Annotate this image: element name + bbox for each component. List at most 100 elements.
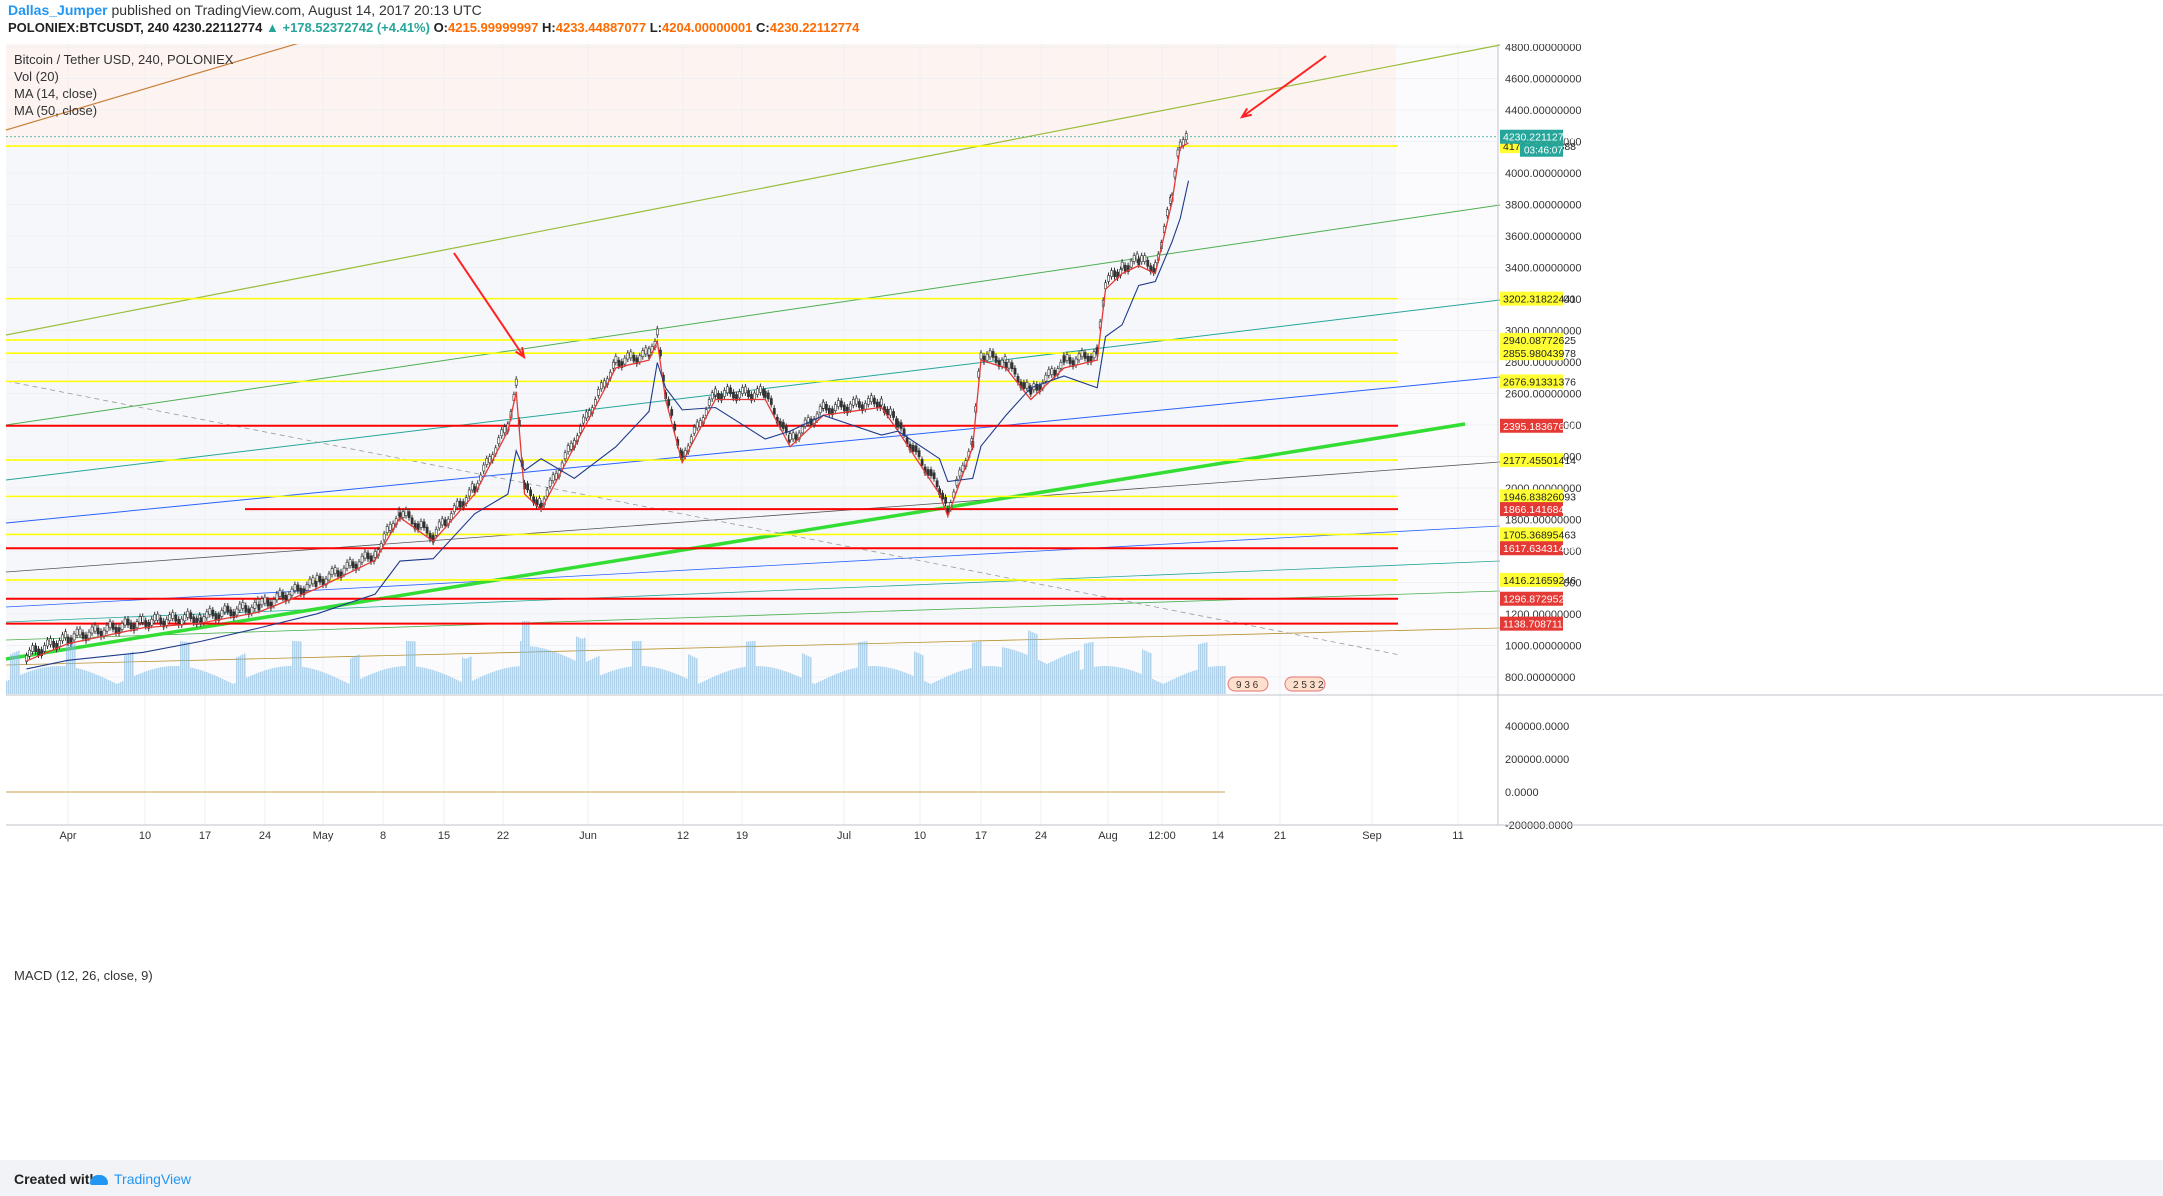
price-change: ▲ +178.52372742 (+4.41%) <box>266 20 430 35</box>
candle-body <box>514 378 518 386</box>
candle-body <box>717 393 720 400</box>
volume-bar <box>96 674 98 694</box>
trendline <box>5 560 1501 623</box>
volume-bar <box>66 641 68 694</box>
volume-bar <box>328 674 330 694</box>
candle-body <box>763 391 767 398</box>
candle-body <box>333 567 337 574</box>
candle-body <box>692 426 696 434</box>
level-label: 3202.31822441 <box>1503 294 1576 306</box>
volume-bar <box>1218 666 1220 694</box>
volume-bar <box>214 675 216 694</box>
candle-body <box>171 612 175 619</box>
candle-body <box>253 602 257 609</box>
price-chart[interactable]: 4800.00000000 4600.00000000 4400.00000000 4… <box>0 44 2163 1158</box>
candle-body <box>695 421 699 429</box>
candle-body <box>596 389 600 396</box>
volume-bar <box>956 672 958 694</box>
volume-bar <box>1210 666 1212 694</box>
volume-bar <box>484 675 486 694</box>
candle-body <box>584 411 588 419</box>
candle-body <box>318 575 322 583</box>
candle-body <box>620 361 624 368</box>
candle-body <box>293 584 297 591</box>
volume-bar <box>1098 666 1100 694</box>
volume-bar <box>394 667 396 694</box>
volume-bar <box>14 652 16 694</box>
volume-bar <box>482 675 484 694</box>
candle-body <box>982 355 986 363</box>
volume-bar <box>934 682 936 694</box>
macd-tick-label: 200000.0000 <box>1505 754 1569 766</box>
volume-bar <box>478 677 480 694</box>
candle-body <box>772 408 776 415</box>
volume-bar <box>472 680 474 694</box>
volume-bar <box>674 673 676 694</box>
volume-bar <box>988 666 990 694</box>
volume-bar <box>42 667 44 694</box>
trendline <box>5 525 1501 608</box>
arrow-head <box>515 346 526 360</box>
volume-bar <box>480 676 482 694</box>
candle-body <box>339 571 343 579</box>
volume-bar <box>640 641 642 694</box>
candle-body <box>929 469 933 476</box>
volume-bar <box>928 683 930 694</box>
volume-bar <box>670 671 672 694</box>
low-label: L: <box>649 20 663 35</box>
volume-bar <box>352 657 354 694</box>
legend-title: Bitcoin / Tether USD, 240, POLONIEX <box>14 52 234 67</box>
candle-body <box>920 459 924 466</box>
volume-bar <box>404 666 406 694</box>
volume-bar <box>1050 662 1052 694</box>
candle-body <box>434 529 438 536</box>
volume-bar <box>1150 653 1152 694</box>
volume-bar <box>1024 653 1026 694</box>
volume-bar <box>768 667 770 694</box>
volume-bar <box>810 657 812 694</box>
volume-bar <box>1088 642 1090 694</box>
event-marker <box>1284 676 1326 692</box>
volume-bar <box>20 674 22 694</box>
volume-bar <box>354 656 356 694</box>
volume-bar <box>126 654 128 694</box>
volume-bar <box>142 672 144 694</box>
volume-bar <box>888 667 890 694</box>
volume-bar <box>254 674 256 694</box>
volume-bar <box>202 670 204 694</box>
tradingview-brand[interactable]: TradingView <box>90 1171 191 1187</box>
volume-bar <box>206 672 208 694</box>
candle-body <box>958 469 962 477</box>
event-marker-label: 9 3 6 <box>1236 680 1259 691</box>
candle-body <box>117 627 121 634</box>
volume-bar <box>824 679 826 694</box>
volume-bar <box>1120 667 1122 694</box>
volume-bar <box>1086 643 1088 694</box>
volume-bar <box>622 667 624 694</box>
candle-body <box>214 613 218 621</box>
volume-bar <box>966 669 968 694</box>
volume-bar <box>390 667 392 694</box>
volume-bar <box>1052 661 1054 694</box>
volume-bar <box>870 666 872 694</box>
volume-bar <box>694 657 696 694</box>
publisher-link[interactable]: Dallas_Jumper <box>8 2 108 18</box>
volume-bar <box>962 670 964 694</box>
low-value: 4204.00000001 <box>662 20 753 35</box>
volume-bar <box>718 674 720 694</box>
volume-bar <box>74 642 76 694</box>
volume-bar <box>452 677 454 694</box>
level-label-bg <box>1500 291 1563 306</box>
candle-body <box>485 458 489 465</box>
volume-bar <box>804 654 806 694</box>
volume-bar <box>438 672 440 694</box>
volume-bar <box>406 641 408 694</box>
candle-body <box>563 452 567 460</box>
volume-bar <box>936 681 938 694</box>
symbol-ohlc-line: POLONIEX:BTCUSDT, 240 4230.22112774 ▲ +1… <box>8 20 859 35</box>
volume-bar <box>118 683 120 694</box>
tradingview-cloud-icon <box>90 1175 108 1186</box>
volume-bar <box>1188 672 1190 694</box>
volume-bar <box>1134 671 1136 694</box>
candle-body <box>815 413 819 421</box>
